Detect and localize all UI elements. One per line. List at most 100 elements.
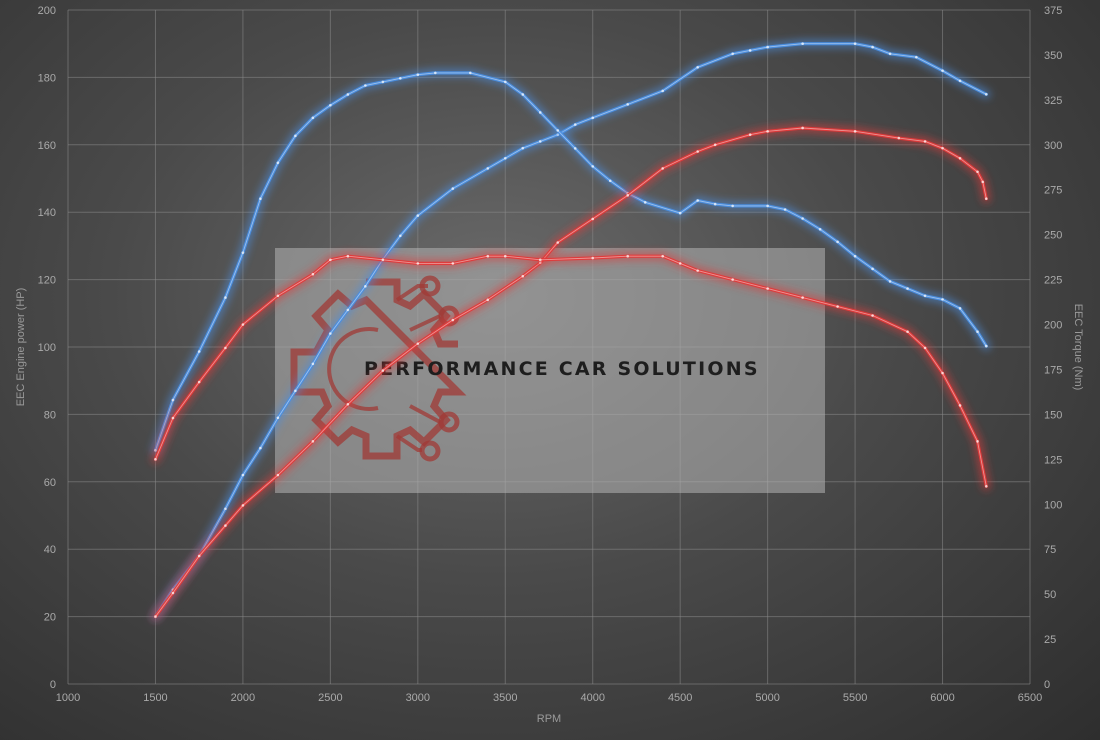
data-point <box>783 208 787 211</box>
data-point <box>801 217 804 220</box>
data-point <box>915 55 918 59</box>
data-point <box>224 507 227 511</box>
data-point <box>923 294 927 298</box>
data-point <box>556 241 560 244</box>
x-tick-label: 2000 <box>231 692 255 704</box>
left-tick-label: 60 <box>44 477 56 489</box>
data-point <box>748 133 752 136</box>
data-point <box>486 298 490 302</box>
data-point <box>381 258 385 262</box>
right-axis-label: EEC Torque (Nm) <box>1072 304 1084 391</box>
right-tick-label: 50 <box>1044 589 1056 601</box>
data-point <box>678 262 682 265</box>
right-tick-label: 375 <box>1044 5 1062 17</box>
data-point <box>941 69 944 72</box>
data-point <box>766 130 769 133</box>
data-point <box>976 170 979 174</box>
right-tick-label: 175 <box>1044 364 1062 376</box>
data-point <box>696 199 699 202</box>
data-point <box>731 204 734 208</box>
data-point <box>836 305 839 308</box>
data-point <box>171 416 175 420</box>
data-point <box>451 187 455 190</box>
data-point <box>197 554 201 558</box>
x-tick-label: 6000 <box>930 692 954 704</box>
data-point <box>853 42 857 45</box>
right-tick-label: 125 <box>1044 454 1062 466</box>
data-point <box>871 45 874 49</box>
data-point <box>276 416 280 420</box>
data-point <box>923 140 927 143</box>
data-point <box>434 71 437 75</box>
x-tick-label: 5500 <box>843 692 867 704</box>
data-point <box>976 330 979 334</box>
data-point <box>888 280 892 283</box>
right-tick-label: 75 <box>1044 544 1056 556</box>
data-point <box>591 116 595 120</box>
left-tick-label: 140 <box>38 207 56 219</box>
data-point <box>329 332 332 335</box>
data-point <box>399 76 402 80</box>
left-tick-label: 100 <box>38 342 56 354</box>
data-point <box>311 272 315 276</box>
x-tick-label: 5000 <box>755 692 779 704</box>
left-tick-label: 40 <box>44 544 56 556</box>
data-point <box>538 258 542 262</box>
x-tick-label: 1500 <box>143 692 167 704</box>
data-point <box>678 211 682 215</box>
right-tick-label: 250 <box>1044 230 1062 242</box>
data-point <box>801 126 804 130</box>
data-point <box>224 346 227 350</box>
left-axis-ticks: 0 20 40 60 80 100 120 140 160 180 200 <box>38 5 56 691</box>
data-point <box>984 197 988 201</box>
left-tick-label: 20 <box>44 612 56 624</box>
data-point <box>958 79 962 83</box>
x-tick-label: 1000 <box>56 692 80 704</box>
data-point <box>364 84 367 87</box>
data-point <box>294 389 297 393</box>
data-point <box>311 362 315 366</box>
data-point <box>871 314 874 317</box>
right-tick-label: 225 <box>1044 275 1062 287</box>
series-lines <box>151 39 991 622</box>
data-point <box>573 123 577 126</box>
data-point <box>608 179 612 183</box>
data-point <box>538 140 542 143</box>
data-point <box>399 234 402 238</box>
data-point <box>276 161 280 165</box>
data-point <box>259 446 262 450</box>
data-point <box>416 262 420 265</box>
data-point <box>276 294 280 298</box>
data-point <box>154 615 157 618</box>
data-point <box>451 262 455 265</box>
data-point <box>591 256 595 260</box>
data-point <box>381 80 385 84</box>
right-tick-label: 350 <box>1044 50 1062 62</box>
left-tick-label: 120 <box>38 275 56 287</box>
data-point <box>976 440 979 443</box>
data-point <box>486 167 490 170</box>
data-point <box>661 89 664 93</box>
x-tick-label: 2500 <box>318 692 342 704</box>
data-point <box>888 52 892 56</box>
right-tick-label: 275 <box>1044 185 1062 197</box>
left-tick-label: 160 <box>38 140 56 152</box>
series-1 <box>151 68 991 455</box>
data-point <box>643 201 647 204</box>
data-point <box>626 194 630 197</box>
watermark-text: PERFORMANCE CAR SOLUTIONS <box>364 358 760 380</box>
right-tick-label: 100 <box>1044 499 1062 511</box>
data-point <box>468 71 472 75</box>
data-point <box>591 165 595 168</box>
x-tick-label: 4500 <box>668 692 692 704</box>
data-point <box>381 369 385 372</box>
data-point <box>224 296 227 299</box>
left-tick-label: 200 <box>38 5 56 17</box>
left-tick-label: 180 <box>38 72 56 84</box>
data-point <box>311 116 315 120</box>
data-point <box>503 156 507 160</box>
data-point <box>294 134 297 138</box>
data-point <box>346 254 350 258</box>
data-point <box>503 254 507 258</box>
